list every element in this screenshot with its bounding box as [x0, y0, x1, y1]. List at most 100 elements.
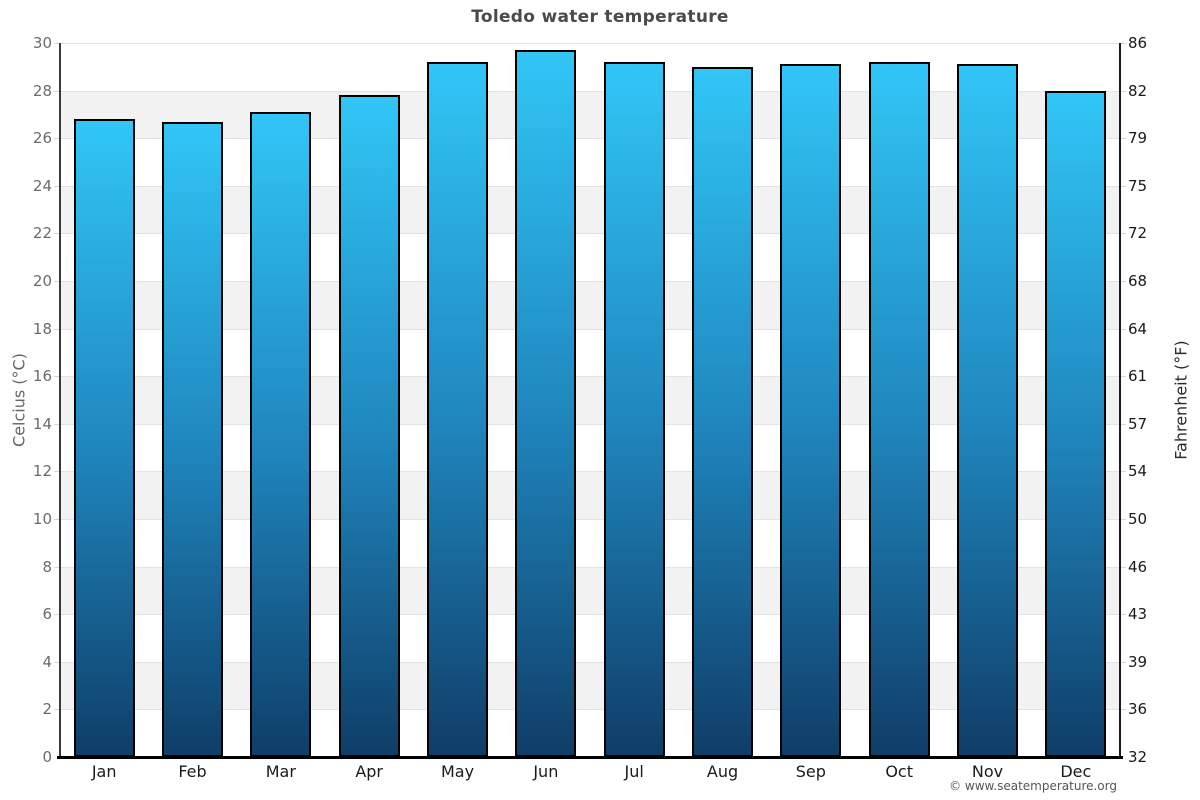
left-axis-tick — [54, 661, 60, 663]
left-axis-tick — [54, 138, 60, 140]
month-label-oct: Oct — [885, 762, 913, 781]
gridline — [60, 709, 1120, 711]
gridline — [60, 519, 1120, 520]
right-axis-tick — [1120, 376, 1126, 378]
gridline — [60, 90, 1120, 92]
bar-jul[interactable] — [603, 62, 665, 757]
left-axis-tick — [54, 328, 60, 330]
y-tick-label-fahrenheit-75: 75 — [1128, 176, 1148, 195]
x-axis-line — [57, 756, 1123, 759]
y-tick-label-celsius-22: 22 — [32, 224, 52, 243]
bar-jun[interactable] — [515, 50, 577, 757]
y-tick-label-celsius-30: 30 — [32, 34, 52, 52]
bar-feb[interactable] — [162, 121, 223, 757]
y-tick-label-celsius-2: 2 — [42, 700, 52, 719]
left-axis-tick — [54, 43, 60, 44]
gridline — [60, 281, 1120, 282]
gridline — [60, 614, 1120, 616]
left-axis-tick — [54, 185, 60, 187]
left-axis-tick — [54, 233, 60, 235]
month-label-mar: Mar — [265, 762, 296, 781]
y-tick-label-celsius-12: 12 — [32, 462, 52, 481]
gridline — [60, 185, 1120, 187]
grid-band — [60, 281, 1120, 329]
copyright-link[interactable]: © www.seatemperature.org — [949, 779, 1117, 793]
y-tick-label-celsius-8: 8 — [42, 557, 52, 576]
y-tick-label-fahrenheit-36: 36 — [1128, 700, 1148, 719]
right-axis-tick — [1120, 43, 1126, 44]
month-label-nov: Nov — [971, 762, 1004, 781]
grid-band — [60, 661, 1120, 710]
left-axis-tick — [54, 614, 60, 616]
month-label-may: May — [440, 762, 475, 781]
y-tick-label-celsius-20: 20 — [32, 272, 52, 290]
y-tick-label-celsius-4: 4 — [42, 652, 52, 671]
y-tick-label-celsius-16: 16 — [32, 367, 52, 386]
fahrenheit-axis-title: Fahrenheit (°F) — [1171, 340, 1191, 460]
bar-apr[interactable] — [338, 95, 400, 757]
month-label-jan: Jan — [91, 762, 117, 781]
right-axis-tick — [1120, 709, 1126, 711]
right-axis-tick — [1120, 471, 1126, 473]
y-tick-label-fahrenheit-72: 72 — [1128, 224, 1148, 243]
bar-may[interactable] — [427, 62, 488, 757]
left-axis-tick — [54, 376, 60, 378]
right-axis-tick — [1120, 185, 1126, 187]
y-tick-label-celsius-10: 10 — [32, 510, 52, 528]
bar-mar[interactable] — [250, 112, 312, 757]
gridline — [60, 328, 1120, 330]
bar-dec[interactable] — [1045, 90, 1107, 757]
y-tick-label-fahrenheit-79: 79 — [1128, 129, 1148, 148]
grid-band — [60, 471, 1120, 519]
y-tick-label-fahrenheit-68: 68 — [1128, 272, 1148, 290]
y-tick-label-celsius-24: 24 — [32, 176, 52, 195]
month-label-sep: Sep — [795, 762, 826, 781]
y-tick-label-fahrenheit-82: 82 — [1128, 81, 1148, 100]
gridline — [60, 376, 1120, 378]
right-axis-tick — [1120, 614, 1126, 616]
right-axis-tick — [1120, 281, 1126, 282]
gridline — [60, 423, 1120, 425]
left-axis-tick — [54, 423, 60, 425]
grid-band — [60, 90, 1120, 139]
bar-nov[interactable] — [957, 64, 1018, 757]
right-axis-tick — [1120, 566, 1126, 568]
y-tick-label-celsius-26: 26 — [32, 129, 52, 148]
left-axis-tick — [54, 709, 60, 711]
bar-sep[interactable] — [780, 64, 842, 757]
right-axis-tick — [1120, 423, 1126, 425]
y-tick-label-fahrenheit-54: 54 — [1128, 462, 1148, 481]
y-tick-label-fahrenheit-86: 86 — [1128, 34, 1148, 52]
left-axis-tick — [54, 566, 60, 568]
y-tick-label-celsius-0: 0 — [42, 748, 52, 766]
y-tick-label-fahrenheit-64: 64 — [1128, 319, 1148, 338]
grid-band — [60, 185, 1120, 234]
y-tick-label-fahrenheit-46: 46 — [1128, 557, 1148, 576]
right-axis-tick — [1120, 90, 1126, 92]
y-tick-label-celsius-18: 18 — [32, 319, 52, 338]
y-tick-label-celsius-6: 6 — [42, 605, 52, 624]
month-label-jun: Jun — [533, 762, 559, 781]
month-label-jul: Jul — [624, 762, 644, 781]
left-axis-tick — [54, 90, 60, 92]
gridline — [60, 661, 1120, 663]
chart-title: Toledo water temperature — [471, 7, 729, 27]
bar-aug[interactable] — [692, 66, 753, 757]
y-tick-label-fahrenheit-57: 57 — [1128, 414, 1148, 433]
gridline — [60, 43, 1120, 44]
gridline — [60, 233, 1120, 235]
right-axis-tick — [1120, 328, 1126, 330]
month-label-apr: Apr — [355, 762, 383, 781]
gridline — [60, 566, 1120, 568]
bar-oct[interactable] — [868, 62, 930, 757]
right-axis-line — [1119, 43, 1121, 757]
y-tick-label-fahrenheit-50: 50 — [1128, 510, 1148, 528]
right-axis-tick — [1120, 519, 1126, 520]
bar-jan[interactable] — [73, 119, 135, 757]
y-tick-label-celsius-28: 28 — [32, 81, 52, 100]
left-axis-tick — [54, 281, 60, 282]
right-axis-tick — [1120, 138, 1126, 140]
grid-band — [60, 566, 1120, 615]
month-label-dec: Dec — [1060, 762, 1092, 781]
